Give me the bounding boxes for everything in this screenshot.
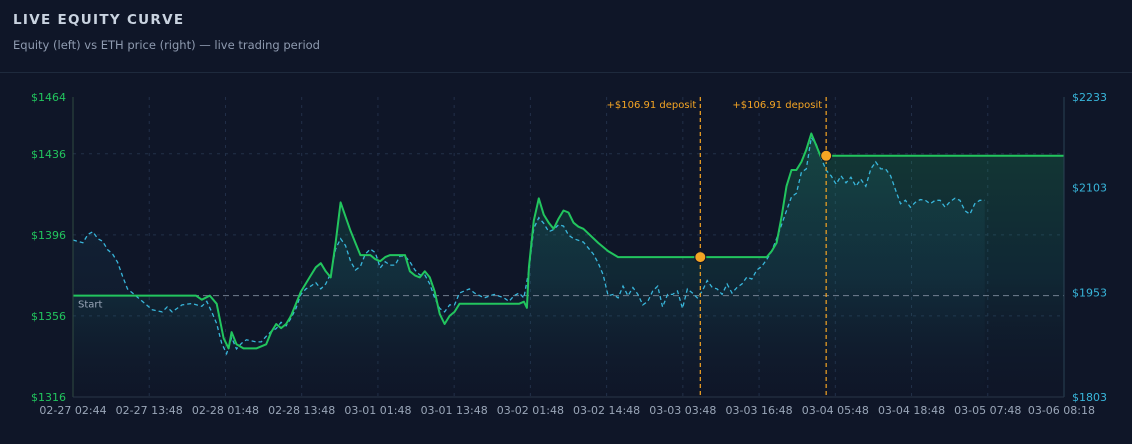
x-tick-label: 03-04 05:48 (802, 404, 869, 417)
x-tick-label: 03-04 18:48 (878, 404, 945, 417)
y-left-tick-label: $1316 (31, 391, 66, 404)
chart-title: LIVE EQUITY CURVE (13, 12, 185, 28)
chart-subtitle: Equity (left) vs ETH price (right) — liv… (13, 38, 320, 52)
x-tick-label: 03-02 14:48 (573, 404, 640, 417)
eth-price-line (72, 135, 985, 356)
x-tick-label: 03-01 01:48 (344, 404, 411, 417)
y-right-tick-label: $2233 (1072, 91, 1107, 104)
x-tick-label: 03-02 01:48 (497, 404, 564, 417)
y-left-tick-label: $1436 (31, 148, 66, 161)
chart-header: LIVE EQUITY CURVE Equity (left) vs ETH p… (13, 12, 320, 52)
y-left-tick-label: $1356 (31, 310, 66, 323)
deposit-marker[interactable] (694, 251, 707, 264)
header-divider (0, 72, 1132, 73)
y-right-tick-label: $2103 (1072, 182, 1107, 195)
x-tick-label: 02-28 13:48 (268, 404, 335, 417)
deposit-marker[interactable] (820, 149, 833, 162)
deposit-label: +$106.91 deposit (732, 100, 822, 111)
equity-area (73, 133, 1064, 397)
y-right-tick-label: $1803 (1072, 391, 1107, 404)
x-tick-label: 03-06 08:18 (1028, 404, 1095, 417)
equity-line (73, 132, 1064, 350)
x-tick-label: 02-27 13:48 (116, 404, 183, 417)
y-right-tick-label: $1953 (1072, 286, 1107, 299)
start-label: Start (78, 300, 103, 311)
x-tick-label: 02-28 01:48 (192, 404, 259, 417)
x-tick-label: 02-27 02:44 (39, 404, 106, 417)
y-left-tick-label: $1464 (31, 91, 66, 104)
x-tick-label: 03-01 13:48 (421, 404, 488, 417)
y-left-tick-label: $1396 (31, 229, 66, 242)
deposit-label: +$106.91 deposit (607, 100, 697, 111)
x-tick-label: 03-03 03:48 (649, 404, 716, 417)
x-tick-label: 03-05 07:48 (954, 404, 1021, 417)
x-tick-label: 03-03 16:48 (725, 404, 792, 417)
